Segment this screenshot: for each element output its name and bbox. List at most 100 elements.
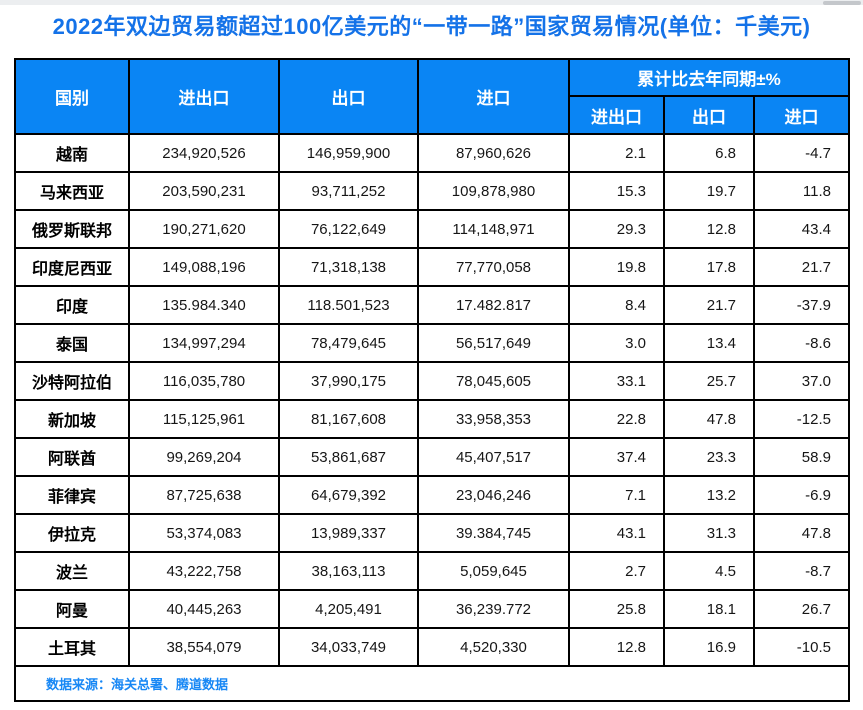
trade-table: 国别 进出口 出口 进口 累计比去年同期±% 进出口 出口 进口 越南 234,9…	[14, 58, 850, 702]
export-cell: 71,318,138	[278, 247, 419, 287]
import-cell: 17.482.817	[417, 285, 570, 325]
yoy-total-cell: 37.4	[568, 437, 665, 477]
export-cell: 76,122,649	[278, 209, 419, 249]
table-row: 俄罗斯联邦 190,271,620 76,122,649 114,148,971 29.…	[14, 209, 850, 249]
yoy-total-cell: 33.1	[568, 361, 665, 401]
country-cell: 俄罗斯联邦	[14, 209, 130, 249]
header-import: 进口	[417, 58, 570, 135]
yoy-import-cell: -6.9	[753, 475, 850, 515]
country-cell: 阿曼	[14, 589, 130, 629]
yoy-import-cell: -8.6	[753, 323, 850, 363]
table-body: 越南 234,920,526 146,959,900 87,960,626 2.1 6.8…	[14, 133, 850, 667]
import-cell: 77,770,058	[417, 247, 570, 287]
table-row: 新加坡 115,125,961 81,167,608 33,958,353 22.8 47…	[14, 399, 850, 439]
yoy-export-cell: 25.7	[663, 361, 755, 401]
country-cell: 马来西亚	[14, 171, 130, 211]
header-yoy-export: 出口	[663, 95, 755, 135]
yoy-export-cell: 4.5	[663, 551, 755, 591]
import-cell: 114,148,971	[417, 209, 570, 249]
yoy-import-cell: -8.7	[753, 551, 850, 591]
yoy-export-cell: 21.7	[663, 285, 755, 325]
total-cell: 87,725,638	[128, 475, 280, 515]
table-row: 马来西亚 203,590,231 93,711,252 109,878,980 15.3…	[14, 171, 850, 211]
yoy-total-cell: 19.8	[568, 247, 665, 287]
export-cell: 81,167,608	[278, 399, 419, 439]
yoy-import-cell: 58.9	[753, 437, 850, 477]
yoy-import-cell: 21.7	[753, 247, 850, 287]
scrollbar-track	[0, 0, 863, 5]
yoy-export-cell: 13.2	[663, 475, 755, 515]
yoy-import-cell: 43.4	[753, 209, 850, 249]
yoy-export-cell: 12.8	[663, 209, 755, 249]
total-cell: 99,269,204	[128, 437, 280, 477]
yoy-total-cell: 2.7	[568, 551, 665, 591]
table-row: 阿曼 40,445,263 4,205,491 36,239.772 25.8 18.1 2…	[14, 589, 850, 629]
country-cell: 菲律宾	[14, 475, 130, 515]
yoy-total-cell: 22.8	[568, 399, 665, 439]
header-export: 出口	[278, 58, 419, 135]
table-row: 泰国 134,997,294 78,479,645 56,517,649 3.0 13.4…	[14, 323, 850, 363]
yoy-total-cell: 8.4	[568, 285, 665, 325]
country-cell: 伊拉克	[14, 513, 130, 553]
source-note: 数据来源：海关总署、腾道数据	[14, 665, 850, 702]
yoy-export-cell: 23.3	[663, 437, 755, 477]
table-row: 越南 234,920,526 146,959,900 87,960,626 2.1 6.8…	[14, 133, 850, 173]
import-cell: 23,046,246	[417, 475, 570, 515]
export-cell: 118.501,523	[278, 285, 419, 325]
table-row: 菲律宾 87,725,638 64,679,392 23,046,246 7.1 13.2…	[14, 475, 850, 515]
yoy-export-cell: 16.9	[663, 627, 755, 667]
export-cell: 34,033,749	[278, 627, 419, 667]
table-row: 波兰 43,222,758 38,163,113 5,059,645 2.7 4.5 -8.…	[14, 551, 850, 591]
country-cell: 印度尼西亚	[14, 247, 130, 287]
table-row: 伊拉克 53,374,083 13,989,337 39.384,745 43.1 31.…	[14, 513, 850, 553]
import-cell: 4,520,330	[417, 627, 570, 667]
import-cell: 45,407,517	[417, 437, 570, 477]
yoy-total-cell: 29.3	[568, 209, 665, 249]
country-cell: 沙特阿拉伯	[14, 361, 130, 401]
country-cell: 波兰	[14, 551, 130, 591]
yoy-import-cell: -10.5	[753, 627, 850, 667]
import-cell: 33,958,353	[417, 399, 570, 439]
export-cell: 38,163,113	[278, 551, 419, 591]
country-cell: 新加坡	[14, 399, 130, 439]
total-cell: 38,554,079	[128, 627, 280, 667]
table-row: 印度尼西亚 149,088,196 71,318,138 77,770,058 19.8…	[14, 247, 850, 287]
table-header: 国别 进出口 出口 进口 累计比去年同期±% 进出口 出口 进口	[14, 58, 850, 135]
header-country: 国别	[14, 58, 130, 135]
country-cell: 土耳其	[14, 627, 130, 667]
yoy-total-cell: 25.8	[568, 589, 665, 629]
yoy-export-cell: 6.8	[663, 133, 755, 173]
import-cell: 39.384,745	[417, 513, 570, 553]
page-title: 2022年双边贸易额超过100亿美元的“一带一路”国家贸易情况(单位：千美元)	[52, 14, 811, 39]
country-cell: 印度	[14, 285, 130, 325]
header-total: 进出口	[128, 58, 280, 135]
total-cell: 43,222,758	[128, 551, 280, 591]
export-cell: 146,959,900	[278, 133, 419, 173]
export-cell: 64,679,392	[278, 475, 419, 515]
total-cell: 135.984.340	[128, 285, 280, 325]
export-cell: 13,989,337	[278, 513, 419, 553]
export-cell: 93,711,252	[278, 171, 419, 211]
table-row: 沙特阿拉伯 116,035,780 37,990,175 78,045,605 33.1…	[14, 361, 850, 401]
import-cell: 87,960,626	[417, 133, 570, 173]
total-cell: 234,920,526	[128, 133, 280, 173]
yoy-total-cell: 7.1	[568, 475, 665, 515]
yoy-import-cell: 11.8	[753, 171, 850, 211]
yoy-import-cell: -12.5	[753, 399, 850, 439]
yoy-total-cell: 43.1	[568, 513, 665, 553]
total-cell: 134,997,294	[128, 323, 280, 363]
yoy-import-cell: 37.0	[753, 361, 850, 401]
yoy-import-cell: -4.7	[753, 133, 850, 173]
table-row: 土耳其 38,554,079 34,033,749 4,520,330 12.8 16.9…	[14, 627, 850, 667]
total-cell: 149,088,196	[128, 247, 280, 287]
scrollbar-thumb[interactable]	[823, 1, 861, 5]
table-footer: 数据来源：海关总署、腾道数据	[14, 665, 850, 702]
yoy-export-cell: 19.7	[663, 171, 755, 211]
yoy-export-cell: 31.3	[663, 513, 755, 553]
yoy-total-cell: 15.3	[568, 171, 665, 211]
total-cell: 40,445,263	[128, 589, 280, 629]
import-cell: 5,059,645	[417, 551, 570, 591]
export-cell: 4,205,491	[278, 589, 419, 629]
country-cell: 越南	[14, 133, 130, 173]
yoy-import-cell: 47.8	[753, 513, 850, 553]
